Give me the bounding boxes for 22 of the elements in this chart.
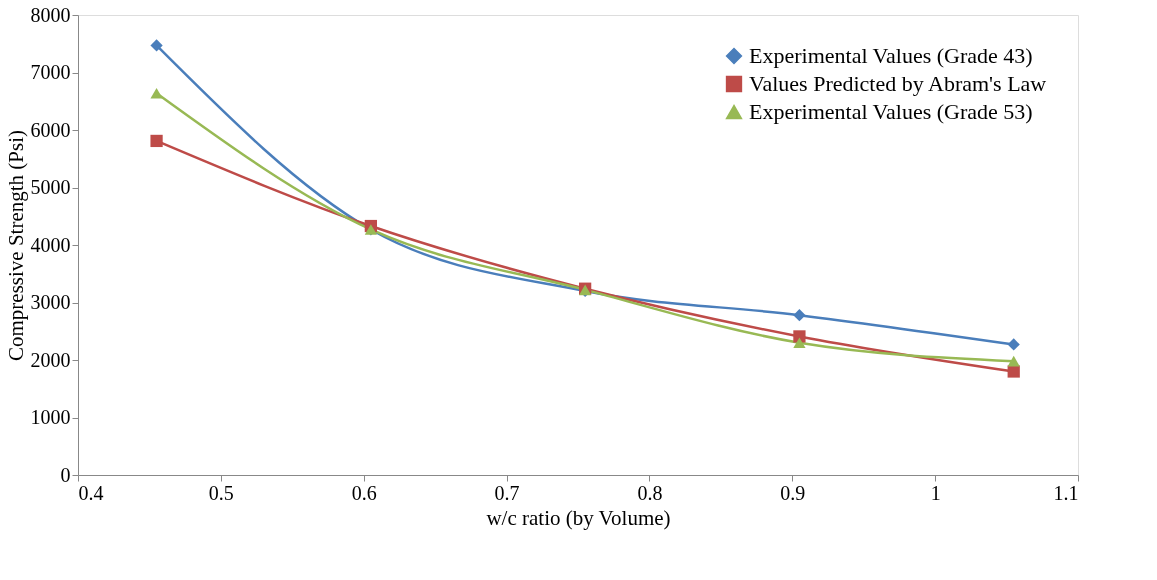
y-tick-label: 3000 xyxy=(30,291,71,313)
y-tick-label: 8000 xyxy=(30,3,71,26)
y-tick-label: 7000 xyxy=(30,61,71,83)
x-tick-label: 1 xyxy=(930,481,941,504)
legend-label: Values Predicted by Abram's Law xyxy=(749,71,1047,96)
x-axis-title: w/c ratio (by Volume) xyxy=(486,505,671,530)
x-tick-label: 1.1 xyxy=(1053,481,1079,504)
y-tick-label: 0 xyxy=(60,463,71,486)
y-axis-title: Compressive Strength (Psi) xyxy=(3,130,28,361)
x-tick-label: 0.7 xyxy=(494,481,520,504)
x-tick-label: 0.8 xyxy=(637,481,663,504)
y-tick-label: 4000 xyxy=(30,233,71,256)
x-tick-label: 0.4 xyxy=(78,481,104,504)
legend-label: Experimental Values (Grade 43) xyxy=(749,43,1033,68)
x-tick-label: 0.9 xyxy=(780,481,806,504)
x-tick-label: 0.5 xyxy=(208,481,234,504)
y-tick-label: 1000 xyxy=(30,406,71,428)
legend-label: Experimental Values (Grade 53) xyxy=(749,99,1033,124)
y-tick-label: 5000 xyxy=(30,176,71,198)
y-tick-label: 2000 xyxy=(30,348,71,371)
x-tick-label: 0.6 xyxy=(351,481,377,504)
y-tick-label: 6000 xyxy=(30,118,71,141)
